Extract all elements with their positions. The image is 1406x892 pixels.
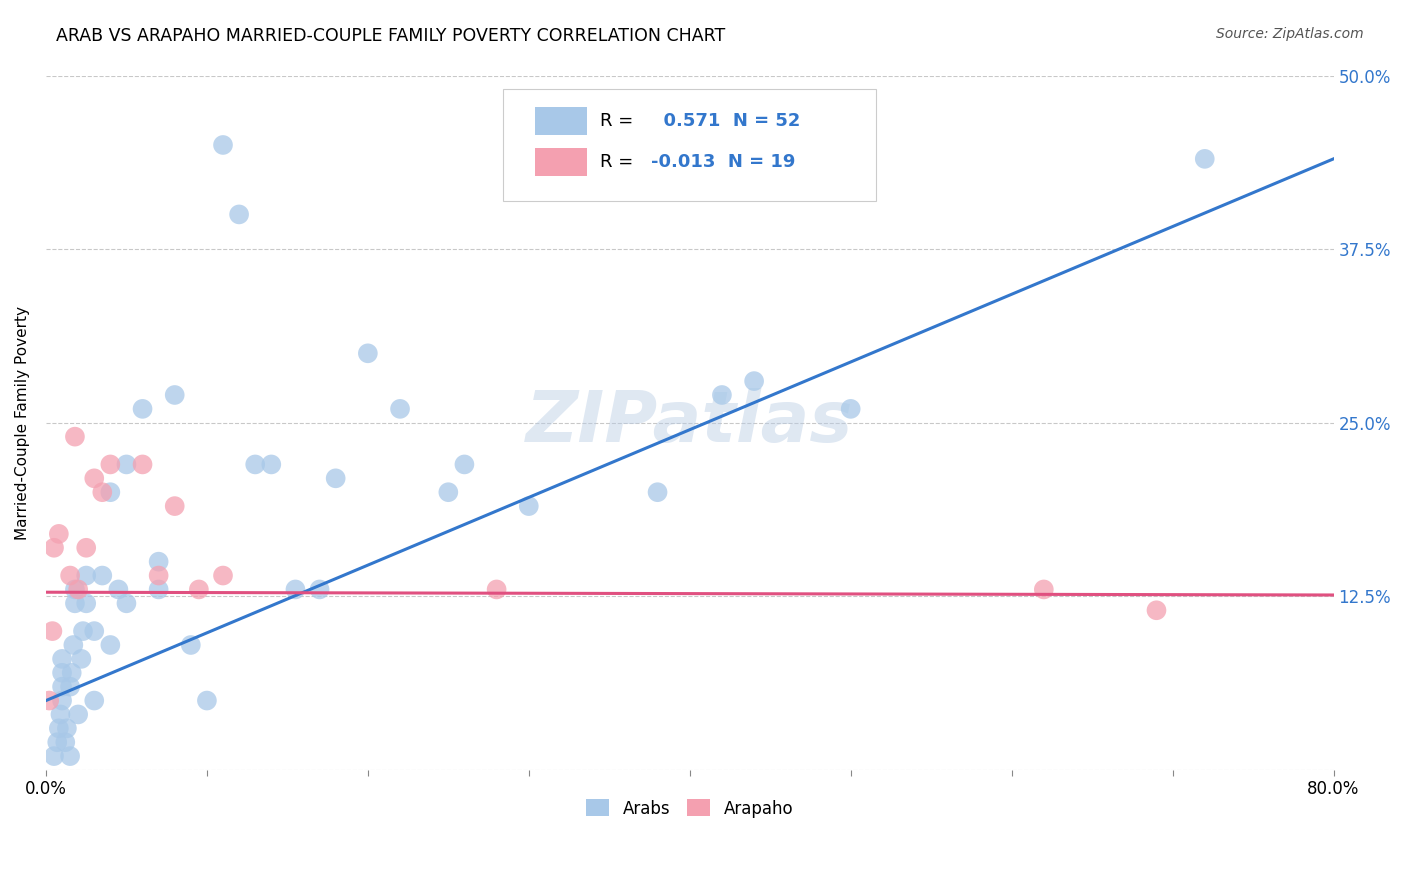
Point xyxy=(131,401,153,416)
Point xyxy=(75,596,97,610)
Point xyxy=(107,582,129,597)
Point xyxy=(41,624,63,639)
Point xyxy=(437,485,460,500)
Point xyxy=(517,499,540,513)
Point xyxy=(148,582,170,597)
Point xyxy=(59,680,82,694)
Text: R =: R = xyxy=(599,153,638,171)
Point xyxy=(48,722,70,736)
Text: -0.013  N = 19: -0.013 N = 19 xyxy=(651,153,796,171)
Point xyxy=(42,541,65,555)
Text: Source: ZipAtlas.com: Source: ZipAtlas.com xyxy=(1216,27,1364,41)
Point xyxy=(284,582,307,597)
Legend: Arabs, Arapaho: Arabs, Arapaho xyxy=(579,793,800,824)
Point xyxy=(70,652,93,666)
Point xyxy=(38,693,60,707)
Point xyxy=(51,680,73,694)
Point xyxy=(1194,152,1216,166)
Point xyxy=(62,638,84,652)
Point xyxy=(742,374,765,388)
Point xyxy=(56,722,79,736)
Point xyxy=(710,388,733,402)
Point xyxy=(260,458,283,472)
Point xyxy=(228,207,250,221)
Point xyxy=(46,735,69,749)
Point xyxy=(1032,582,1054,597)
Point xyxy=(51,652,73,666)
FancyBboxPatch shape xyxy=(503,89,876,201)
Point xyxy=(42,749,65,764)
Point xyxy=(148,555,170,569)
Point xyxy=(1146,603,1168,617)
Point xyxy=(91,485,114,500)
Point xyxy=(163,499,186,513)
Point xyxy=(63,430,86,444)
Point xyxy=(53,735,76,749)
Point xyxy=(63,582,86,597)
Point xyxy=(75,541,97,555)
Bar xyxy=(536,107,586,135)
Point xyxy=(180,638,202,652)
Point xyxy=(67,582,90,597)
Point xyxy=(91,568,114,582)
Point xyxy=(72,624,94,639)
Point xyxy=(59,749,82,764)
Point xyxy=(63,596,86,610)
Point xyxy=(67,707,90,722)
Point xyxy=(115,596,138,610)
Point xyxy=(49,707,72,722)
Point xyxy=(245,458,267,472)
Point xyxy=(115,458,138,472)
Point xyxy=(212,138,235,153)
Point xyxy=(308,582,330,597)
Text: R =: R = xyxy=(599,112,638,129)
Point xyxy=(98,485,121,500)
Point xyxy=(212,568,235,582)
Text: ZIPatlas: ZIPatlas xyxy=(526,388,853,458)
Y-axis label: Married-Couple Family Poverty: Married-Couple Family Poverty xyxy=(15,306,30,540)
Point xyxy=(163,388,186,402)
Point xyxy=(83,624,105,639)
Point xyxy=(839,401,862,416)
Point xyxy=(51,693,73,707)
Point xyxy=(325,471,347,485)
Point xyxy=(485,582,508,597)
Text: 0.571  N = 52: 0.571 N = 52 xyxy=(651,112,800,129)
Point xyxy=(98,458,121,472)
Bar xyxy=(536,148,586,177)
Point xyxy=(453,458,475,472)
Point xyxy=(187,582,209,597)
Point xyxy=(389,401,412,416)
Point xyxy=(59,568,82,582)
Point xyxy=(98,638,121,652)
Point xyxy=(51,665,73,680)
Point xyxy=(83,471,105,485)
Point xyxy=(647,485,669,500)
Point xyxy=(60,665,83,680)
Point xyxy=(48,527,70,541)
Point xyxy=(75,568,97,582)
Point xyxy=(357,346,380,360)
Point xyxy=(83,693,105,707)
Point xyxy=(148,568,170,582)
Point xyxy=(195,693,218,707)
Text: ARAB VS ARAPAHO MARRIED-COUPLE FAMILY POVERTY CORRELATION CHART: ARAB VS ARAPAHO MARRIED-COUPLE FAMILY PO… xyxy=(56,27,725,45)
Point xyxy=(131,458,153,472)
